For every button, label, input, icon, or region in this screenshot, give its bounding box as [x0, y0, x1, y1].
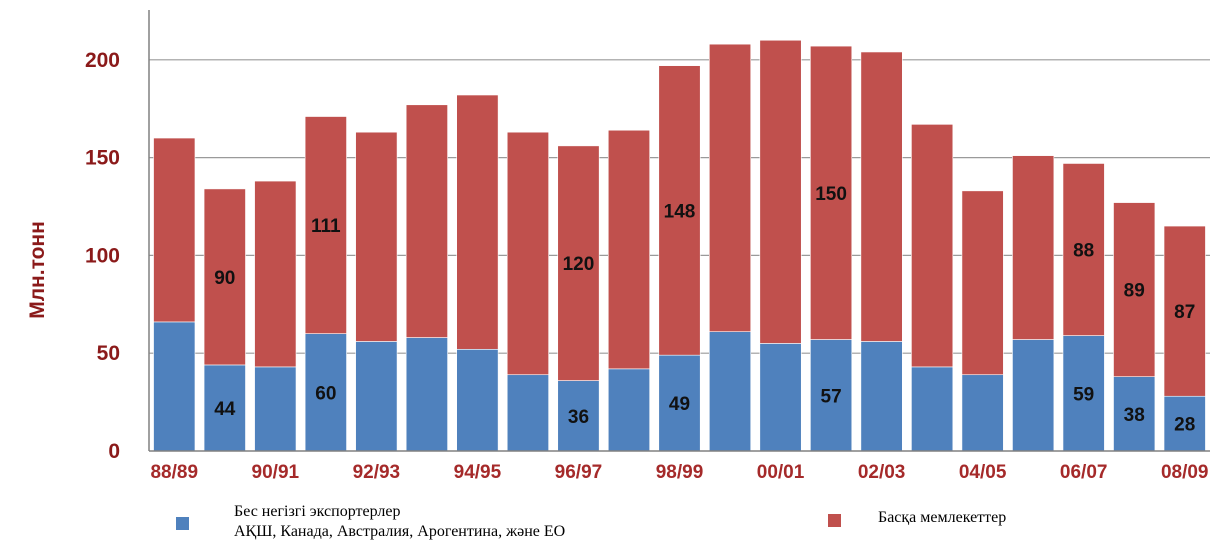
data-label: 111 [311, 216, 341, 237]
bar-segment-five-exporters [810, 339, 853, 452]
y-tick-label: 200 [85, 49, 120, 72]
x-tick-label: 06/07 [1060, 462, 1108, 480]
stacked-bar-chart: 0 50 100 150 200 88/89 90/91 92/93 94/95 96/97 98… [26, 10, 1210, 480]
x-tick-label: 94/95 [454, 462, 502, 480]
bar-segment-five-exporters [658, 354, 701, 452]
bar-segment-other-countries [254, 180, 297, 368]
bar-segment-five-exporters [759, 343, 802, 452]
x-tick-label: 00/01 [757, 462, 805, 480]
y-tick-label: 100 [85, 244, 120, 267]
data-label: 148 [664, 201, 696, 222]
bar-segment-five-exporters [405, 337, 448, 452]
bar-segment-other-countries [506, 131, 549, 376]
data-label: 88 [1073, 241, 1094, 262]
bar-segment-other-countries [1062, 163, 1105, 336]
bar-segment-other-countries [607, 129, 650, 370]
legend-swatch-red [828, 514, 841, 527]
bar-segment-other-countries [153, 137, 196, 323]
bar-segment-other-countries [911, 124, 954, 368]
x-tick-label: 96/97 [555, 462, 603, 480]
bar-segment-other-countries [355, 131, 398, 342]
data-label: 90 [214, 268, 235, 289]
data-label: 44 [214, 399, 236, 420]
data-label: 38 [1124, 405, 1145, 426]
x-tick-label: 90/91 [252, 462, 300, 480]
data-label: 36 [568, 407, 589, 428]
data-labels: 44 60 36 49 57 59 38 28 90 111 120 148 150 88 89 87 [214, 184, 1195, 436]
x-tick-label: 04/05 [959, 462, 1007, 480]
x-tick-labels: 88/89 90/91 92/93 94/95 96/97 98/99 00/01 02/03… [150, 462, 1208, 480]
data-label: 49 [669, 394, 690, 415]
data-label: 57 [821, 386, 842, 407]
bar-segment-five-exporters [709, 331, 752, 452]
bar-segment-other-countries [961, 190, 1004, 376]
bar-segment-five-exporters [607, 368, 650, 452]
bar-segment-five-exporters [355, 341, 398, 452]
bar-segment-other-countries [304, 116, 347, 334]
bar-segment-other-countries [658, 65, 701, 356]
data-label: 28 [1174, 415, 1195, 436]
bar-segment-five-exporters [557, 380, 600, 452]
data-label: 59 [1073, 384, 1094, 405]
bar-segment-five-exporters [1163, 395, 1206, 452]
y-tick-label: 50 [97, 342, 120, 365]
data-label: 87 [1174, 302, 1195, 323]
x-tick-label: 88/89 [150, 462, 198, 480]
legend-label-blue: Бес негізгі экспортерлер АҚШ, Канада, Ав… [234, 502, 565, 542]
x-tick-label: 98/99 [656, 462, 704, 480]
bar-segment-five-exporters [961, 374, 1004, 452]
bar-segment-other-countries [203, 188, 246, 366]
data-label: 60 [315, 383, 336, 404]
bar-segment-five-exporters [254, 366, 297, 452]
data-label: 150 [815, 184, 847, 205]
x-tick-label: 92/93 [353, 462, 401, 480]
bar-segment-five-exporters [1062, 335, 1105, 452]
legend-label-blue-line1: Бес негізгі экспортерлер [234, 503, 401, 520]
bar-segment-other-countries [759, 39, 802, 344]
bar-segment-other-countries [1163, 225, 1206, 397]
bar-segment-five-exporters [203, 364, 246, 452]
bar-segment-other-countries [557, 145, 600, 381]
bar-segment-other-countries [1113, 202, 1156, 377]
bar-segment-other-countries [1012, 155, 1055, 340]
bar-segment-other-countries [456, 94, 499, 350]
bar-segment-five-exporters [1012, 339, 1055, 452]
bar-segment-other-countries [405, 104, 448, 338]
data-label: 120 [563, 254, 595, 275]
bar-segment-other-countries [810, 45, 853, 340]
bar-segment-five-exporters [911, 366, 954, 452]
x-tick-label: 08/09 [1161, 462, 1209, 480]
y-tick-label: 0 [108, 440, 120, 463]
legend-label-red: Басқа мемлекеттер [878, 509, 1007, 526]
data-label: 89 [1124, 281, 1145, 302]
legend-label-blue-line2: АҚШ, Канада, Австралия, Арогентина, және… [234, 523, 566, 540]
x-tick-label: 02/03 [858, 462, 906, 480]
bar-segment-five-exporters [456, 348, 499, 452]
y-tick-labels: 0 50 100 150 200 [85, 49, 120, 463]
bar-segment-five-exporters [506, 374, 549, 452]
y-tick-label: 150 [85, 147, 120, 170]
bar-segment-five-exporters [153, 321, 196, 452]
bar-segment-five-exporters [860, 341, 903, 452]
bar-segment-five-exporters [304, 333, 347, 452]
bars [153, 39, 1206, 452]
bar-segment-other-countries [709, 43, 752, 332]
bar-segment-other-countries [860, 51, 903, 342]
y-axis-label: Млн.тонн [26, 221, 49, 319]
legend-swatch-blue [176, 517, 189, 530]
